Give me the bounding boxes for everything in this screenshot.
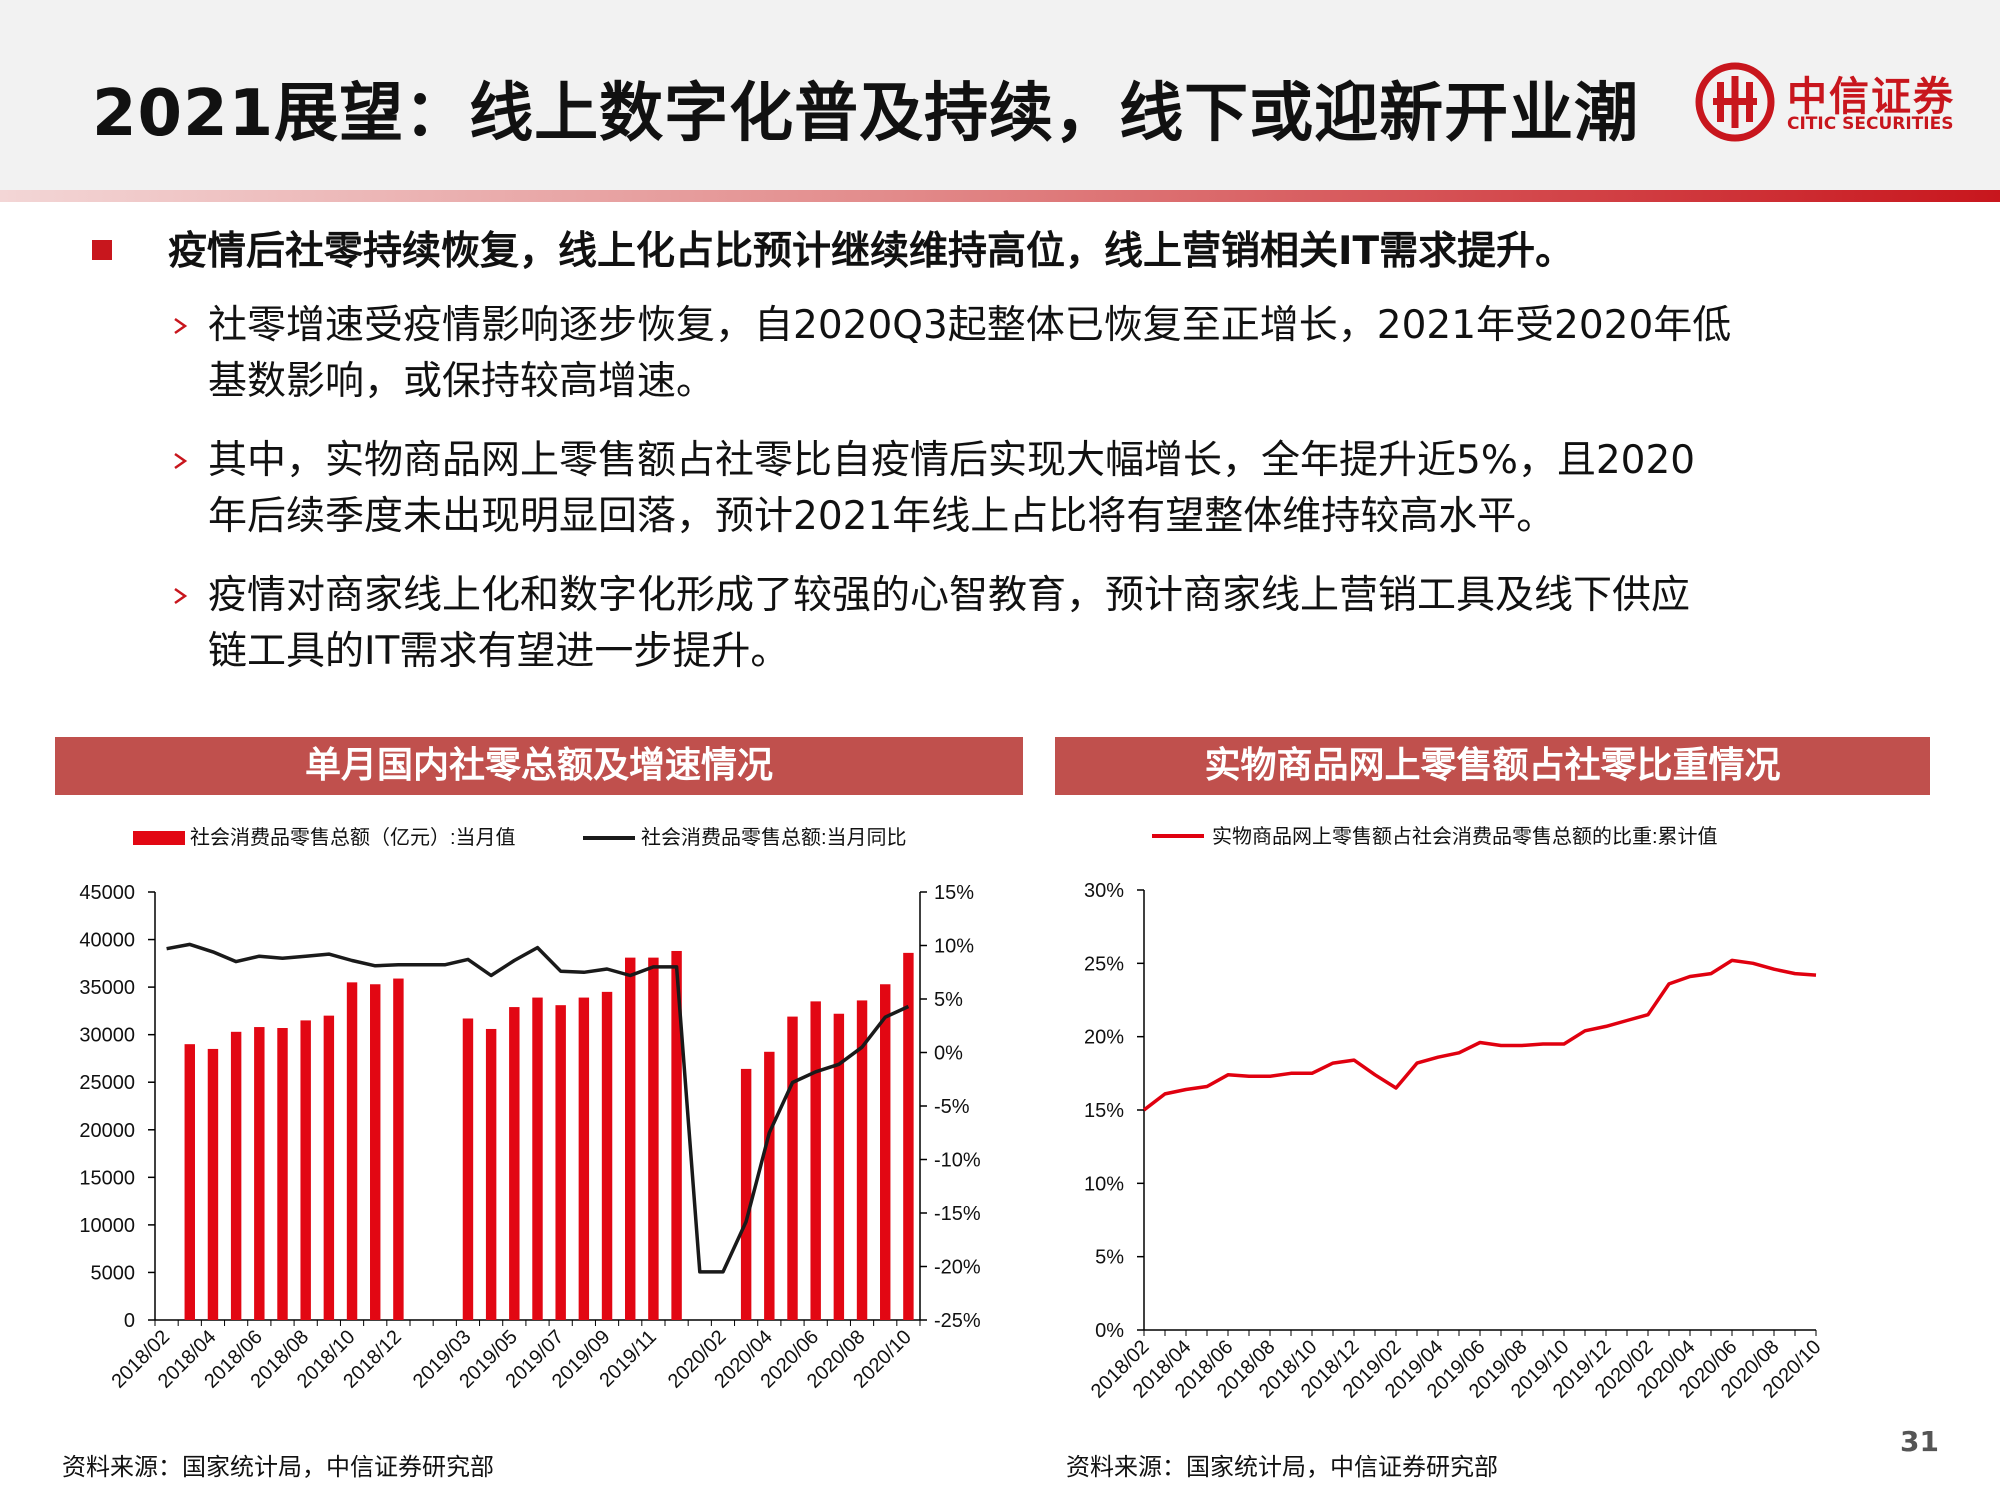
left-y-tick-label: 35000 — [79, 977, 135, 999]
sales-bar — [300, 1020, 311, 1320]
left-source-note: 资料来源：国家统计局，中信证券研究部 — [62, 1453, 494, 1481]
arrow-bullet-icon — [174, 452, 188, 470]
left-y-tick-label: 5000 — [91, 1262, 136, 1284]
sales-bar — [903, 952, 914, 1320]
sales-bar — [207, 1048, 219, 1320]
y-tick-label: 0% — [1095, 1320, 1124, 1342]
sales-bar — [555, 1005, 566, 1320]
sales-bar — [787, 1016, 798, 1320]
citic-logo-icon — [1695, 62, 1775, 142]
sales-bar — [578, 997, 590, 1320]
left-y-tick-label: 45000 — [79, 882, 135, 904]
online-share-line — [1142, 958, 1817, 1112]
right-y-tick-label: -20% — [934, 1257, 981, 1279]
sales-bar — [532, 997, 543, 1320]
sales-bar — [393, 978, 404, 1320]
sales-bar — [601, 991, 613, 1320]
y-tick-label: 10% — [1084, 1173, 1124, 1195]
left-y-tick-label: 10000 — [79, 1215, 135, 1237]
right-y-tick-label: -15% — [934, 1203, 981, 1225]
company-logo: 中信证券 CITIC SECURITIES — [1695, 62, 1965, 142]
right-y-tick-label: 10% — [934, 936, 974, 958]
left-y-tick-label: 40000 — [79, 930, 135, 952]
left-y-tick-label: 25000 — [79, 1072, 135, 1094]
sub-bullet-1-line2: 基数影响，或保持较高增速。 — [208, 359, 716, 404]
online-share-chart: 实物商品网上零售额占社会消费品零售总额的比重:累计值 30% 25% 20% 15% 10… — [1084, 825, 1826, 1403]
right-chart-title: 实物商品网上零售额占社零比重情况 — [1055, 737, 1930, 795]
sub-bullet-2-line2: 年后续季度未出现明显回落，预计2021年线上占比将有望整体维持较高水平。 — [208, 494, 1556, 539]
page-title: 2021展望：线上数字化普及持续，线下或迎新开业潮 — [92, 77, 1640, 151]
right-source-note: 资料来源：国家统计局，中信证券研究部 — [1066, 1453, 1498, 1481]
sales-bar — [880, 984, 891, 1320]
left-chart-title: 单月国内社零总额及增速情况 — [55, 737, 1023, 795]
retail-sales-chart: 社会消费品零售总额（亿元）:当月值 社会消费品零售总额:当月同比 45000 4000… — [79, 826, 981, 1393]
main-bullet: 疫情后社零持续恢复，线上化占比预计继续维持高位，线上营销相关IT需求提升。 — [168, 229, 1575, 274]
logo-text-cn: 中信证券 — [1787, 74, 1955, 120]
y-tick-label: 15% — [1084, 1100, 1124, 1122]
sub-bullet-1: 社零增速受疫情影响逐步恢复，自2020Q3起整体已恢复至正增长，2021年受20… — [172, 298, 1942, 410]
sales-bar — [648, 957, 659, 1320]
y-tick-label: 25% — [1084, 953, 1124, 975]
arrow-bullet-icon — [174, 317, 188, 335]
legend-line-label: 社会消费品零售总额:当月同比 — [641, 826, 907, 849]
sales-bar — [764, 1051, 775, 1320]
left-y-tick-label: 30000 — [79, 1025, 135, 1047]
sales-bar — [323, 1015, 335, 1320]
left-y-tick-label: 15000 — [79, 1167, 135, 1189]
legend-bar-label: 社会消费品零售总额（亿元）:当月值 — [190, 826, 516, 849]
square-bullet-icon — [92, 240, 112, 260]
left-y-tick-label: 0 — [124, 1310, 135, 1332]
legend-bar-swatch — [133, 831, 185, 845]
y-tick-label: 20% — [1084, 1027, 1124, 1049]
sales-bar — [810, 1001, 821, 1320]
sub-bullet-1-line1: 社零增速受疫情影响逐步恢复，自2020Q3起整体已恢复至正增长，2021年受20… — [208, 303, 1732, 348]
header: 2021展望：线上数字化普及持续，线下或迎新开业潮 中信证券 CITIC SEC… — [0, 0, 2000, 190]
right-y-tick-label: 15% — [934, 882, 974, 904]
right-y-tick-label: -25% — [934, 1310, 981, 1332]
sales-bar — [509, 1007, 520, 1320]
y-tick-label: 30% — [1084, 880, 1124, 902]
sales-bar — [230, 1031, 242, 1320]
sales-bar — [184, 1044, 195, 1320]
sub-bullet-3-line2: 链工具的IT需求有望进一步提升。 — [208, 629, 790, 674]
sales-bar — [277, 1028, 288, 1320]
sales-bar — [346, 982, 358, 1320]
right-y-tick-label: 0% — [934, 1043, 963, 1065]
logo-text-en: CITIC SECURITIES — [1787, 114, 1954, 134]
left-y-tick-label: 20000 — [79, 1120, 135, 1142]
page-number: 31 — [1900, 1425, 1939, 1458]
sales-bar — [370, 984, 381, 1320]
sales-bar — [485, 1028, 497, 1320]
legend-line-label: 实物商品网上零售额占社会消费品零售总额的比重:累计值 — [1212, 825, 1718, 848]
right-y-tick-label: -5% — [934, 1096, 970, 1118]
sub-bullet-2: 其中，实物商品网上零售额占社零比自疫情后实现大幅增长，全年提升近5%，且2020… — [172, 433, 1942, 545]
sales-bar — [625, 957, 636, 1320]
header-accent-band — [0, 190, 2000, 202]
yoy-line — [166, 942, 910, 1274]
sales-bar — [462, 1018, 474, 1320]
sales-bar — [856, 1000, 868, 1320]
sub-bullet-2-line1: 其中，实物商品网上零售额占社零比自疫情后实现大幅增长，全年提升近5%，且2020 — [208, 438, 1696, 483]
sub-bullet-3: 疫情对商家线上化和数字化形成了较强的心智教育，预计商家线上营销工具及线下供应 链… — [172, 568, 1942, 680]
y-tick-label: 5% — [1095, 1247, 1124, 1269]
arrow-bullet-icon — [174, 587, 188, 605]
sales-bar — [254, 1027, 265, 1320]
sales-bar — [740, 1068, 752, 1320]
right-y-tick-label: 5% — [934, 989, 963, 1011]
sub-bullet-3-line1: 疫情对商家线上化和数字化形成了较强的心智教育，预计商家线上营销工具及线下供应 — [208, 573, 1691, 618]
sales-bar — [833, 1013, 845, 1320]
sales-bar — [671, 950, 682, 1320]
right-y-tick-label: -10% — [934, 1150, 981, 1172]
